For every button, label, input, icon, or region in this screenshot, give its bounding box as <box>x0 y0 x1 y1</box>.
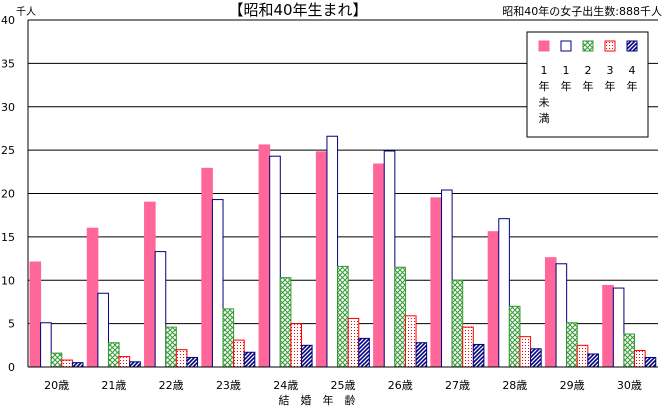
bar-26歳-4年 <box>415 342 428 368</box>
bar-21歳-4年 <box>129 361 141 368</box>
legend-swatch <box>582 40 594 52</box>
y-axis-unit: 千人 <box>16 6 36 18</box>
x-tick-label: 22歳 <box>159 379 184 392</box>
legend: 1 年未満 1 年 2 年 3 年 4 年 <box>526 31 649 138</box>
bar-21歳-3年 <box>118 356 131 368</box>
bar-27歳-1年 <box>441 189 453 368</box>
x-tick-label: 20歳 <box>44 379 69 392</box>
x-tick-labels: 20歳 21歳 22歳 23歳 24歳 25歳 26歳 27歳 28歳 29歳 30歳 <box>44 379 642 392</box>
bar-28歳-2年 <box>508 305 521 368</box>
bar-24歳-3年 <box>290 323 302 368</box>
bar-26歳-1年未満 <box>373 163 385 368</box>
x-tick-label: 30歳 <box>617 379 642 392</box>
x-tick-label: 29歳 <box>560 379 585 392</box>
bar-30歳-1年未満 <box>602 284 614 368</box>
legend-swatch <box>626 40 638 52</box>
x-axis-title: 結 婚 年 齢 <box>279 393 356 407</box>
bar-21歳-2年 <box>107 342 120 368</box>
bar-29歳-3年 <box>576 344 589 368</box>
bar-25歳-1年 <box>326 135 339 368</box>
legend-label: 1 年未満 <box>539 64 550 125</box>
y-tick-label: 15 <box>1 231 15 244</box>
bar-24歳-2年 <box>279 277 292 368</box>
x-tick-label: 23歳 <box>216 379 241 392</box>
y-tick-label: 5 <box>8 318 15 331</box>
bar-23歳-1年未満 <box>201 167 213 368</box>
legend-swatch <box>538 40 550 52</box>
bar-21歳-1年 <box>97 292 109 368</box>
bar-27歳-1年未満 <box>430 197 443 368</box>
bar-25歳-2年 <box>337 265 349 368</box>
x-tick-label: 21歳 <box>101 379 126 392</box>
bar-26歳-2年 <box>394 266 406 368</box>
bar-27歳-3年 <box>462 326 474 368</box>
bar-25歳-1年未満 <box>315 151 328 368</box>
bar-23歳-2年 <box>222 308 235 368</box>
bar-23歳-1年 <box>211 199 224 368</box>
x-tick-label: 26歳 <box>388 379 413 392</box>
bar-24歳-1年 <box>269 155 281 368</box>
legend-swatch <box>604 40 616 52</box>
bar-22歳-4年 <box>186 356 199 368</box>
bars <box>29 135 657 368</box>
x-tick-label: 24歳 <box>273 379 298 392</box>
y-tick-label: 0 <box>8 361 15 374</box>
bar-22歳-1年 <box>154 251 167 368</box>
y-tick-label: 40 <box>1 14 15 27</box>
x-tick-label: 28歳 <box>502 379 527 392</box>
bar-25歳-4年 <box>358 337 370 368</box>
x-tick-label: 27歳 <box>445 379 470 392</box>
chart-note: 昭和40年の女子出生数:888千人 <box>502 4 662 18</box>
bar-28歳-1年未満 <box>487 231 500 368</box>
bar-20歳-2年 <box>50 352 63 368</box>
bar-29歳-4年 <box>587 353 599 368</box>
bar-24歳-1年未満 <box>258 144 271 368</box>
y-tick-label: 10 <box>1 274 15 287</box>
y-tick-labels: 0 5 10 15 20 25 30 35 40 <box>1 14 15 374</box>
bar-21歳-1年未満 <box>86 227 99 368</box>
bar-20歳-1年未満 <box>29 261 42 368</box>
bar-30歳-3年 <box>634 350 646 368</box>
bar-30歳-4年 <box>644 356 657 368</box>
bar-22歳-3年 <box>175 349 188 368</box>
bar-26歳-3年 <box>404 315 417 368</box>
bar-23歳-4年 <box>243 351 256 368</box>
bar-30歳-2年 <box>623 333 636 368</box>
bar-29歳-1年未満 <box>544 257 557 368</box>
bar-20歳-4年 <box>71 362 84 368</box>
y-tick-label: 35 <box>1 57 15 70</box>
bar-29歳-2年 <box>566 322 578 368</box>
gridlines <box>28 19 658 325</box>
y-tick-label: 30 <box>1 101 15 114</box>
chart-title: 【昭和40年生まれ】 <box>228 1 367 19</box>
bar-29歳-1年 <box>555 263 568 368</box>
bar-20歳-3年 <box>61 359 73 368</box>
bar-28歳-4年 <box>530 348 542 368</box>
x-tick-label: 25歳 <box>331 379 356 392</box>
bar-24歳-4年 <box>300 344 313 368</box>
bar-27歳-4年 <box>472 343 485 368</box>
bar-22歳-1年未満 <box>144 201 156 368</box>
y-tick-label: 25 <box>1 144 15 157</box>
bar-22歳-2年 <box>165 326 177 368</box>
bar-30歳-1年 <box>612 287 625 368</box>
legend-swatch <box>560 40 572 52</box>
bar-26歳-1年 <box>383 150 396 368</box>
bar-27歳-2年 <box>451 279 464 368</box>
bar-20歳-1年 <box>40 322 52 368</box>
bar-28歳-1年 <box>498 218 510 368</box>
bar-23歳-3年 <box>233 339 245 368</box>
bar-25歳-3年 <box>347 317 360 368</box>
bar-28歳-3年 <box>519 336 532 368</box>
y-tick-label: 20 <box>1 188 15 201</box>
